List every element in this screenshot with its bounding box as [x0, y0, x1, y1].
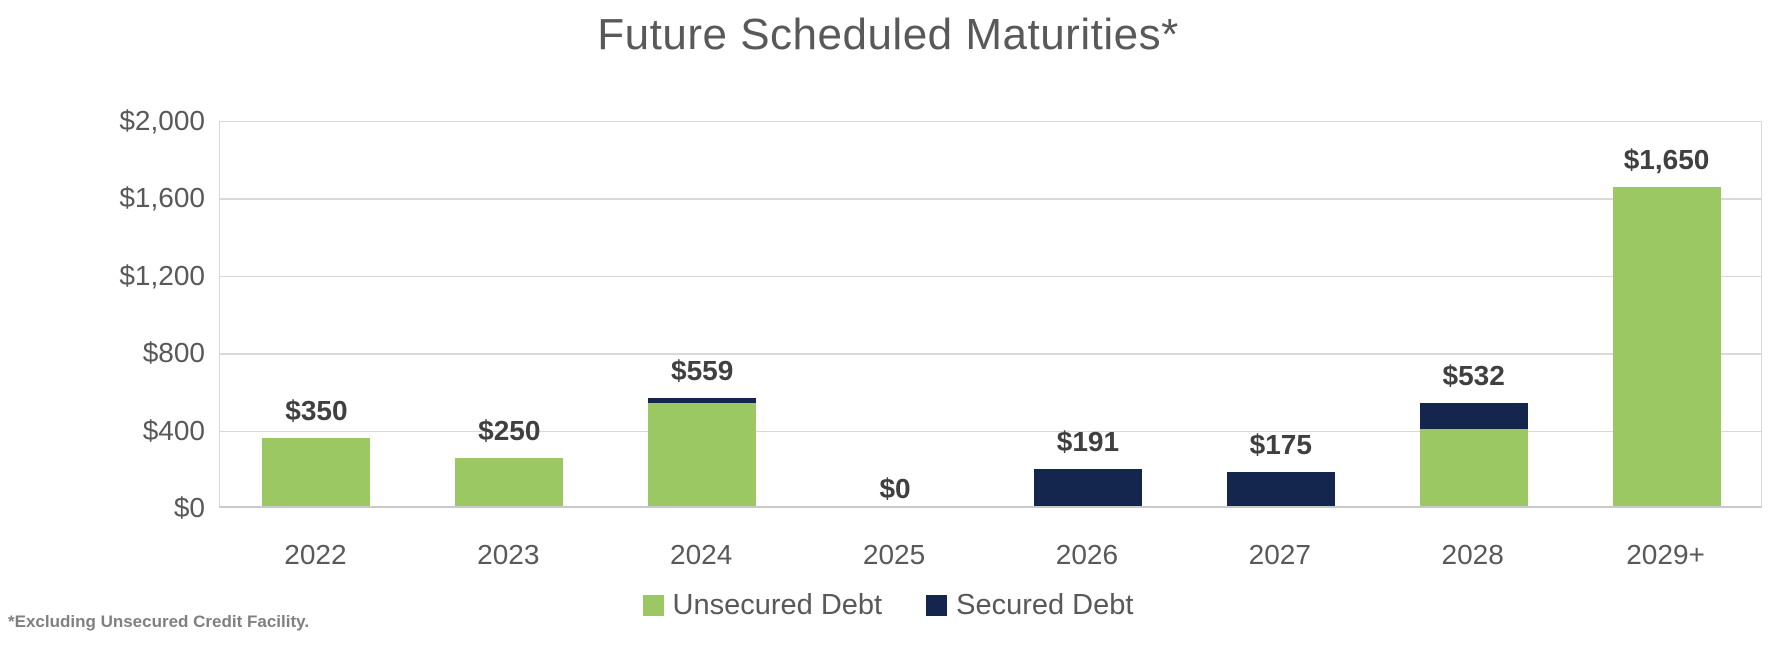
y-tick-label: $1,200: [119, 259, 205, 291]
gridline: [220, 430, 1761, 433]
x-tick-label-2028: 2028: [1441, 539, 1504, 570]
bar-2029+-unsecured-debt[interactable]: [1612, 186, 1721, 506]
data-label-2025: $0: [879, 473, 911, 504]
x-tick-label-2025: 2025: [862, 539, 926, 570]
bar-2028-unsecured-debt[interactable]: [1419, 428, 1528, 506]
x-tick-label-2023: 2023: [477, 539, 540, 570]
bar-2022-unsecured-debt[interactable]: [262, 438, 371, 506]
y-tick-label: $2,000: [119, 105, 205, 136]
bar-2024-unsecured-debt[interactable]: [648, 402, 757, 506]
bar-group-2027: $175: [1184, 122, 1377, 506]
footnote: *Excluding Unsecured Credit Facility.: [8, 612, 310, 631]
bar-group-2026: $191: [992, 122, 1185, 506]
data-label-2027: $175: [1249, 429, 1312, 461]
y-tick-label: $1,600: [119, 182, 205, 214]
legend-item-unsecured-debt[interactable]: Unsecured Debt: [642, 589, 883, 621]
legend: Unsecured Debt Secured Debt: [0, 590, 1776, 620]
bar-2028-secured-debt[interactable]: [1419, 403, 1528, 429]
data-label-2024: $559: [671, 354, 734, 386]
plot-area: $350 $250 $559 $0 $191 $175 $532 $1,650: [219, 121, 1762, 508]
data-label-2023: $250: [478, 414, 541, 446]
x-tick-label-2027: 2027: [1248, 539, 1311, 570]
gridline: [220, 353, 1761, 355]
bar-group-2022: $350: [220, 122, 413, 506]
data-label-2022: $350: [285, 395, 348, 427]
bar-2026-secured-debt[interactable]: [1033, 469, 1142, 506]
x-axis: 2022 2023 2024 2025 2026 2027 2028 2029+: [219, 538, 1762, 574]
legend-item-secured-debt[interactable]: Secured Debt: [926, 590, 1133, 620]
y-tick-label: $800: [142, 337, 205, 369]
data-label-2026: $191: [1056, 426, 1120, 458]
x-tick-label-2026: 2026: [1055, 539, 1119, 570]
gridline: [220, 275, 1761, 278]
secured-debt-swatch-icon: [926, 594, 948, 616]
bar-2024-secured-debt[interactable]: [648, 397, 757, 403]
bar-2027-secured-debt[interactable]: [1226, 472, 1335, 506]
chart-title: Future Scheduled Maturities*: [597, 10, 1179, 59]
data-label-2029+: $1,650: [1623, 143, 1710, 175]
x-tick-label-2029+: 2029+: [1626, 539, 1705, 570]
gridline: [220, 198, 1761, 200]
legend-label-secured: Secured Debt: [956, 589, 1134, 621]
bar-group-2025: $0: [799, 122, 992, 506]
bar-group-2029+: $1,650: [1570, 122, 1763, 506]
legend-label-unsecured: Unsecured Debt: [672, 589, 883, 621]
bar-group-2028: $532: [1377, 122, 1570, 506]
unsecured-debt-swatch-icon: [642, 594, 664, 616]
bar-2023-unsecured-debt[interactable]: [455, 457, 564, 506]
data-label-2028: $532: [1442, 360, 1505, 392]
y-tick-label: $400: [142, 414, 205, 446]
y-tick-label: $0: [173, 492, 205, 523]
bar-group-2023: $250: [413, 122, 606, 506]
bar-group-2024: $559: [606, 122, 799, 506]
x-tick-label-2024: 2024: [670, 539, 733, 570]
x-tick-label-2022: 2022: [284, 539, 347, 570]
y-axis: $2,000 $1,600 $1,200 $800 $400 $0: [0, 105, 205, 523]
